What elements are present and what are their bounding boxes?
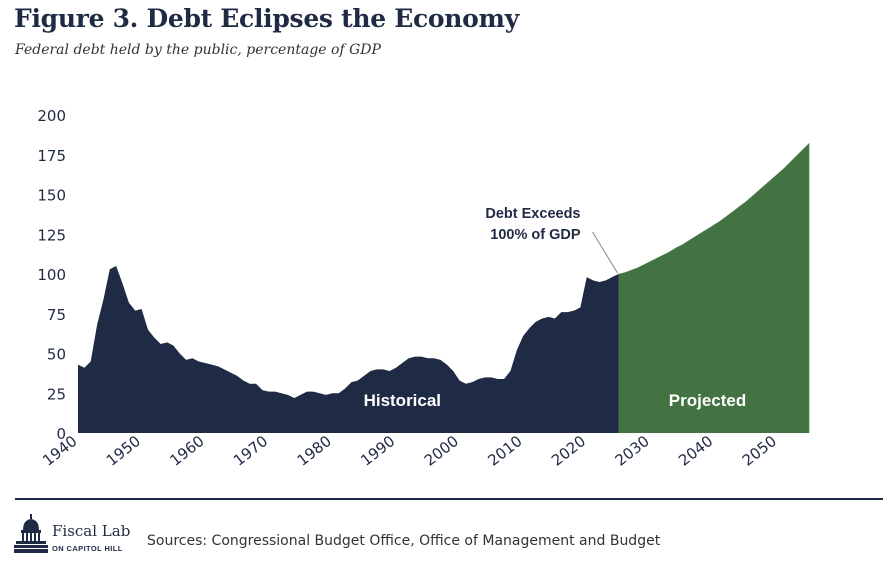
x-tick-label: 2010: [484, 432, 525, 470]
capitol-dome-icon: [14, 514, 48, 553]
fiscal-lab-logo: Fiscal Lab ON CAPITOL HILL: [14, 512, 134, 562]
y-tick-label: 200: [37, 107, 66, 125]
x-tick-label: 2020: [548, 432, 589, 470]
y-tick-label: 100: [37, 266, 66, 284]
logo-subtitle: ON CAPITOL HILL: [52, 544, 123, 553]
logo-name: Fiscal Lab: [52, 522, 131, 540]
footer-divider: [15, 498, 883, 500]
chart-areas: [78, 142, 810, 433]
chart-title: Figure 3. Debt Eclipses the Economy: [14, 4, 519, 33]
x-tick-label: 2040: [675, 432, 716, 470]
y-tick-label: 0: [56, 425, 66, 443]
area-label-historical: Historical: [364, 391, 441, 410]
x-tick-label: 1960: [166, 432, 207, 470]
y-tick-label: 175: [37, 147, 66, 165]
sources-text: Sources: Congressional Budget Office, Of…: [147, 533, 661, 549]
y-tick-label: 50: [47, 346, 66, 364]
x-tick-label: 1970: [230, 432, 271, 470]
x-axis-ticks: 1940 1950 1960 1970 1980 1990 2000 2010 2020 2030…: [39, 432, 780, 470]
y-tick-label: 75: [47, 306, 66, 324]
area-label-projected: Projected: [669, 391, 746, 410]
y-tick-label: 25: [47, 385, 66, 403]
y-axis-ticks: 0 25 50 75 100 125 150 175 200: [37, 107, 66, 443]
y-tick-label: 125: [37, 226, 66, 244]
annotation-line1: Debt Exceeds: [485, 206, 580, 222]
x-tick-label: 1980: [294, 432, 335, 470]
area-labels: Historical Projected: [364, 391, 747, 410]
x-tick-label: 1950: [103, 432, 144, 470]
area-historical: [78, 266, 619, 433]
chart-subtitle: Federal debt held by the public, percent…: [15, 42, 381, 58]
x-tick-label: 1990: [357, 432, 398, 470]
annotation: Debt Exceeds 100% of GDP: [485, 206, 618, 274]
y-tick-label: 150: [37, 187, 66, 205]
area-projected: [618, 142, 810, 433]
annotation-leader-line: [592, 231, 618, 274]
annotation-line2: 100% of GDP: [490, 227, 581, 243]
x-tick-label: 2000: [421, 432, 462, 470]
x-tick-label: 2050: [739, 432, 780, 470]
x-tick-label: 2030: [612, 432, 653, 470]
